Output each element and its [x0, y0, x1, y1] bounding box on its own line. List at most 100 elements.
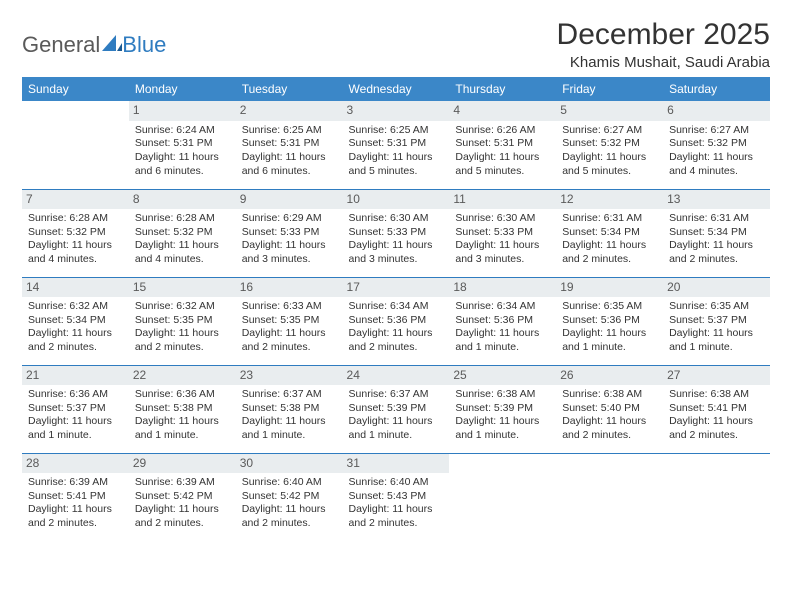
location: Khamis Mushait, Saudi Arabia	[557, 54, 770, 71]
sunset-text: Sunset: 5:43 PM	[349, 490, 444, 504]
sunset-text: Sunset: 5:32 PM	[135, 226, 230, 240]
calendar-day-cell: 12Sunrise: 6:31 AMSunset: 5:34 PMDayligh…	[556, 189, 663, 277]
day-number: 29	[129, 454, 236, 474]
day-number: 25	[449, 366, 556, 386]
sunrise-text: Sunrise: 6:26 AM	[455, 124, 550, 138]
day-number: 2	[236, 101, 343, 121]
calendar-day-cell: 7Sunrise: 6:28 AMSunset: 5:32 PMDaylight…	[22, 189, 129, 277]
sunrise-text: Sunrise: 6:25 AM	[349, 124, 444, 138]
daylight-text: Daylight: 11 hours and 2 minutes.	[135, 327, 230, 354]
sunrise-text: Sunrise: 6:38 AM	[669, 388, 764, 402]
sunrise-text: Sunrise: 6:25 AM	[242, 124, 337, 138]
sunrise-text: Sunrise: 6:35 AM	[562, 300, 657, 314]
daylight-text: Daylight: 11 hours and 1 minute.	[28, 415, 123, 442]
day-number: 26	[556, 366, 663, 386]
daylight-text: Daylight: 11 hours and 2 minutes.	[28, 503, 123, 530]
month-title: December 2025	[557, 18, 770, 52]
brand-part1: General	[22, 32, 100, 58]
calendar-day-cell: 25Sunrise: 6:38 AMSunset: 5:39 PMDayligh…	[449, 365, 556, 453]
sunset-text: Sunset: 5:33 PM	[242, 226, 337, 240]
calendar-day-cell: 15Sunrise: 6:32 AMSunset: 5:35 PMDayligh…	[129, 277, 236, 365]
day-number: 17	[343, 278, 450, 298]
sunrise-text: Sunrise: 6:31 AM	[669, 212, 764, 226]
calendar-day-cell: 1 Sunrise: 6:24 AMSunset: 5:31 PMDaylight…	[129, 101, 236, 189]
sunset-text: Sunset: 5:31 PM	[349, 137, 444, 151]
day-number: 28	[22, 454, 129, 474]
weekday-header: Saturday	[663, 77, 770, 101]
daylight-text: Daylight: 11 hours and 3 minutes.	[455, 239, 550, 266]
calendar-day-cell: 9Sunrise: 6:29 AMSunset: 5:33 PMDaylight…	[236, 189, 343, 277]
sunset-text: Sunset: 5:41 PM	[669, 402, 764, 416]
sunrise-text: Sunrise: 6:28 AM	[28, 212, 123, 226]
calendar-week-row: 28Sunrise: 6:39 AMSunset: 5:41 PMDayligh…	[22, 453, 770, 541]
daylight-text: Daylight: 11 hours and 6 minutes.	[135, 151, 230, 178]
day-number: 5	[556, 101, 663, 121]
daylight-text: Daylight: 11 hours and 2 minutes.	[669, 239, 764, 266]
day-number: 10	[343, 190, 450, 210]
sunset-text: Sunset: 5:33 PM	[349, 226, 444, 240]
sunrise-text: Sunrise: 6:35 AM	[669, 300, 764, 314]
daylight-text: Daylight: 11 hours and 3 minutes.	[349, 239, 444, 266]
sunrise-text: Sunrise: 6:32 AM	[135, 300, 230, 314]
calendar-day-cell	[663, 453, 770, 541]
sunrise-text: Sunrise: 6:29 AM	[242, 212, 337, 226]
sunset-text: Sunset: 5:34 PM	[562, 226, 657, 240]
sunrise-text: Sunrise: 6:36 AM	[135, 388, 230, 402]
sunrise-text: Sunrise: 6:34 AM	[349, 300, 444, 314]
daylight-text: Daylight: 11 hours and 1 minute.	[562, 327, 657, 354]
calendar-day-cell: 22Sunrise: 6:36 AMSunset: 5:38 PMDayligh…	[129, 365, 236, 453]
day-number: 3	[343, 101, 450, 121]
day-number: 13	[663, 190, 770, 210]
calendar-week-row: 7Sunrise: 6:28 AMSunset: 5:32 PMDaylight…	[22, 189, 770, 277]
day-number: 23	[236, 366, 343, 386]
day-number: 27	[663, 366, 770, 386]
sunset-text: Sunset: 5:38 PM	[135, 402, 230, 416]
daylight-text: Daylight: 11 hours and 1 minute.	[669, 327, 764, 354]
day-number: 6	[663, 101, 770, 121]
calendar-day-cell: 27Sunrise: 6:38 AMSunset: 5:41 PMDayligh…	[663, 365, 770, 453]
sunrise-text: Sunrise: 6:30 AM	[455, 212, 550, 226]
weekday-header: Tuesday	[236, 77, 343, 101]
daylight-text: Daylight: 11 hours and 2 minutes.	[28, 327, 123, 354]
weekday-header: Friday	[556, 77, 663, 101]
calendar-day-cell: 11Sunrise: 6:30 AMSunset: 5:33 PMDayligh…	[449, 189, 556, 277]
daylight-text: Daylight: 11 hours and 2 minutes.	[242, 327, 337, 354]
day-number: 11	[449, 190, 556, 210]
sunrise-text: Sunrise: 6:24 AM	[135, 124, 230, 138]
day-number: 1	[129, 101, 236, 121]
day-number: 24	[343, 366, 450, 386]
daylight-text: Daylight: 11 hours and 2 minutes.	[135, 503, 230, 530]
day-number: 16	[236, 278, 343, 298]
title-block: December 2025 Khamis Mushait, Saudi Arab…	[557, 18, 770, 71]
sunrise-text: Sunrise: 6:27 AM	[562, 124, 657, 138]
daylight-text: Daylight: 11 hours and 4 minutes.	[669, 151, 764, 178]
sunset-text: Sunset: 5:39 PM	[349, 402, 444, 416]
calendar-day-cell: 18Sunrise: 6:34 AMSunset: 5:36 PMDayligh…	[449, 277, 556, 365]
daylight-text: Daylight: 11 hours and 5 minutes.	[562, 151, 657, 178]
sunset-text: Sunset: 5:36 PM	[455, 314, 550, 328]
sunset-text: Sunset: 5:41 PM	[28, 490, 123, 504]
sunset-text: Sunset: 5:35 PM	[135, 314, 230, 328]
sunset-text: Sunset: 5:37 PM	[669, 314, 764, 328]
daylight-text: Daylight: 11 hours and 1 minute.	[135, 415, 230, 442]
calendar-day-cell: 10Sunrise: 6:30 AMSunset: 5:33 PMDayligh…	[343, 189, 450, 277]
calendar-day-cell: 8Sunrise: 6:28 AMSunset: 5:32 PMDaylight…	[129, 189, 236, 277]
calendar-day-cell	[449, 453, 556, 541]
sunrise-text: Sunrise: 6:39 AM	[135, 476, 230, 490]
sunrise-text: Sunrise: 6:28 AM	[135, 212, 230, 226]
daylight-text: Daylight: 11 hours and 1 minute.	[349, 415, 444, 442]
sunset-text: Sunset: 5:37 PM	[28, 402, 123, 416]
calendar-day-cell: 31Sunrise: 6:40 AMSunset: 5:43 PMDayligh…	[343, 453, 450, 541]
daylight-text: Daylight: 11 hours and 2 minutes.	[349, 327, 444, 354]
sunset-text: Sunset: 5:31 PM	[455, 137, 550, 151]
sunset-text: Sunset: 5:34 PM	[669, 226, 764, 240]
calendar-day-cell: 28 Sunrise: 6:39 AMSunset: 5:41 PMDayligh…	[22, 453, 129, 541]
sunset-text: Sunset: 5:31 PM	[135, 137, 230, 151]
calendar-day-cell: 2Sunrise: 6:25 AMSunset: 5:31 PMDaylight…	[236, 101, 343, 189]
calendar-week-row: 21Sunrise: 6:36 AMSunset: 5:37 PMDayligh…	[22, 365, 770, 453]
sunrise-text: Sunrise: 6:40 AM	[349, 476, 444, 490]
sunset-text: Sunset: 5:35 PM	[242, 314, 337, 328]
sunset-text: Sunset: 5:42 PM	[242, 490, 337, 504]
sunrise-text: Sunrise: 6:33 AM	[242, 300, 337, 314]
sunrise-text: Sunrise: 6:39 AM	[28, 476, 123, 490]
